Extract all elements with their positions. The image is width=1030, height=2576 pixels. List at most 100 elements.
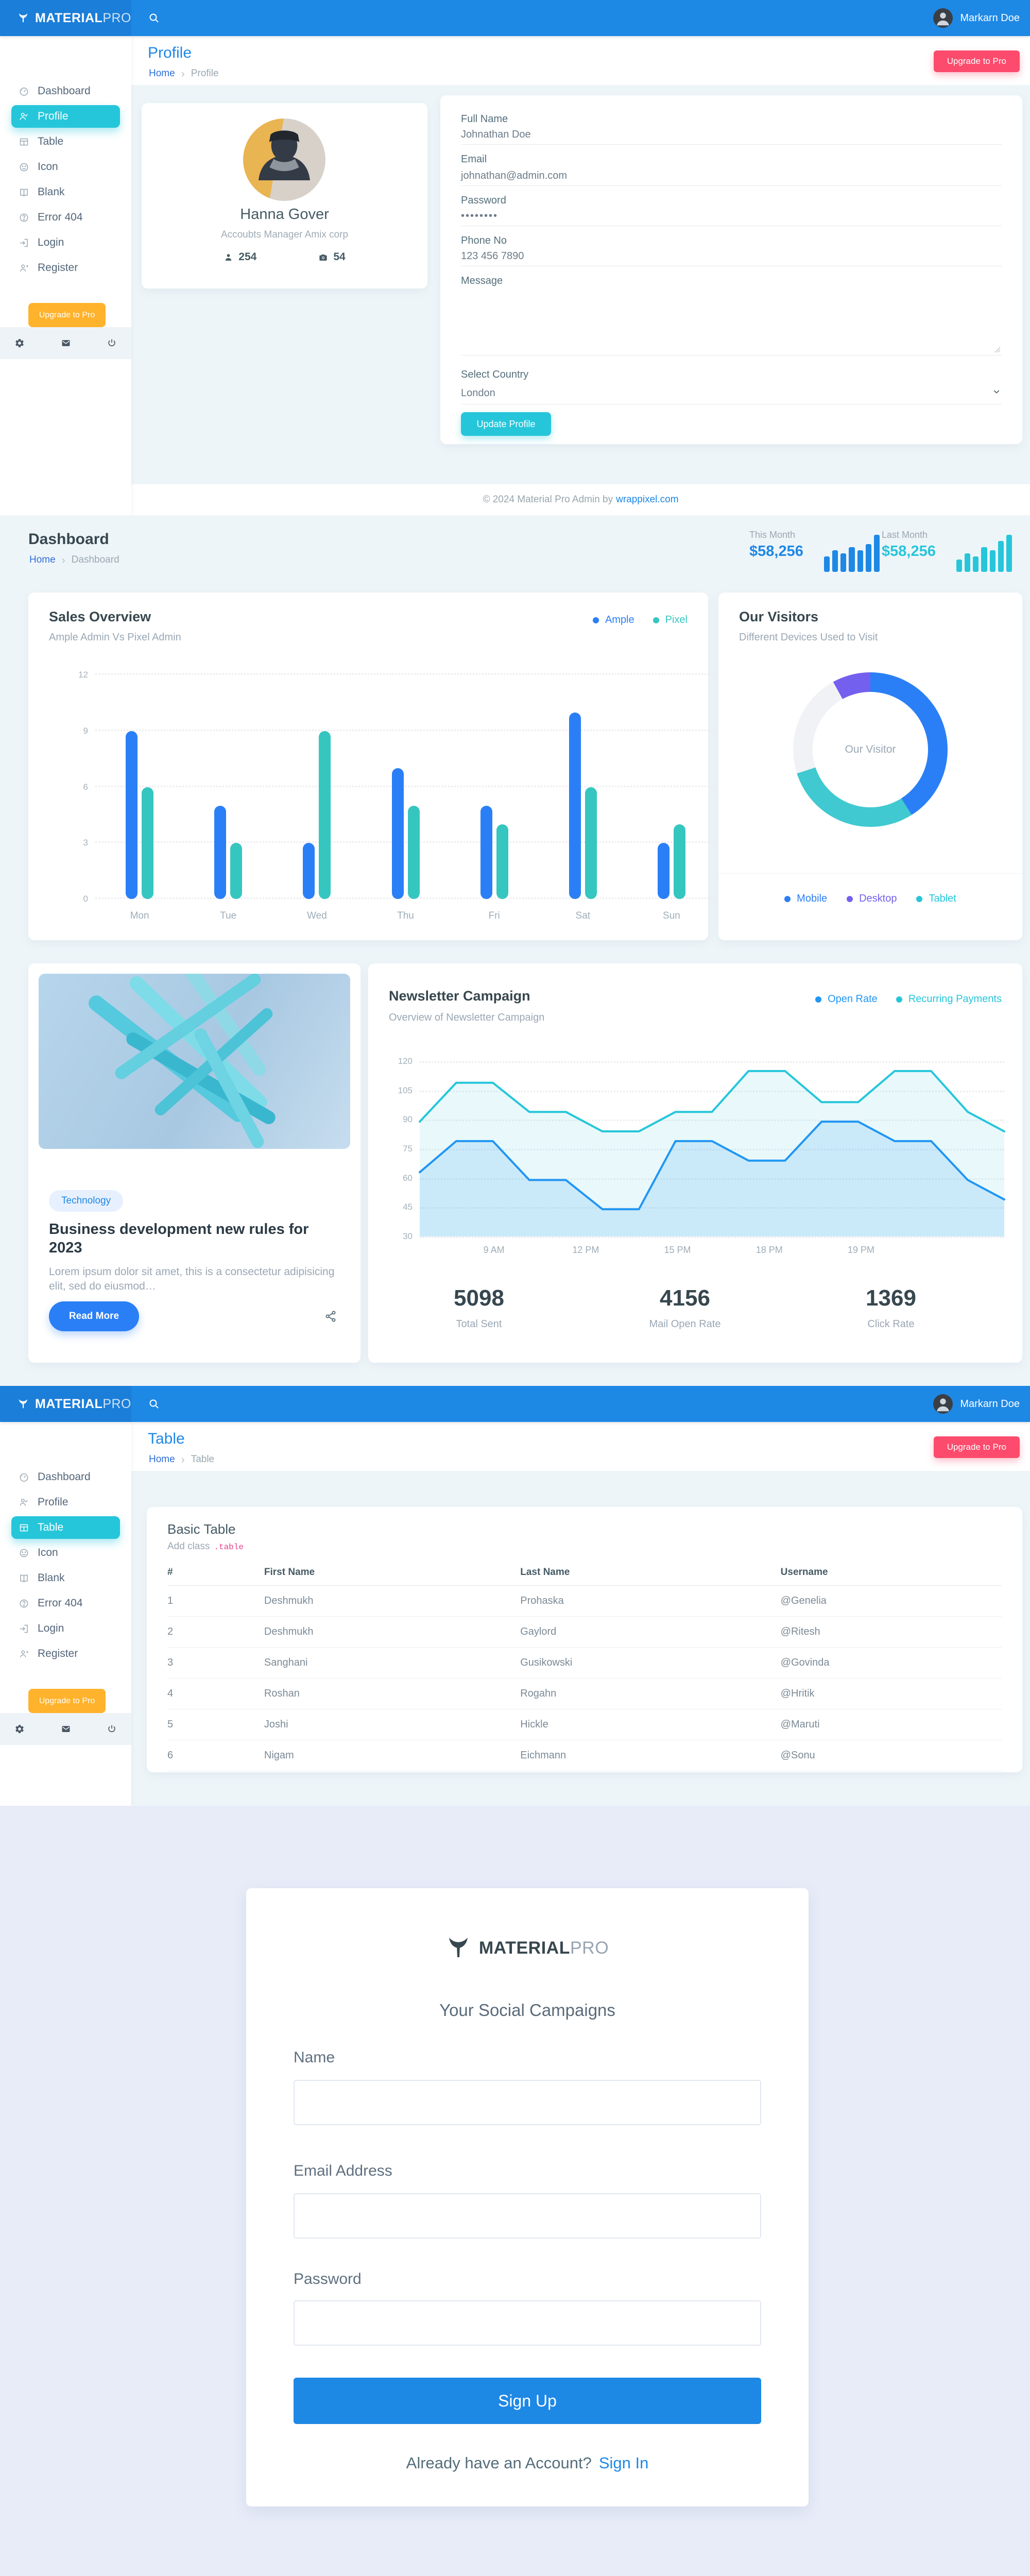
sidebar-item-profile[interactable]: Profile xyxy=(11,1491,120,1514)
legend-dot xyxy=(916,895,923,902)
sidebar-upgrade-button[interactable]: Upgrade to Pro xyxy=(28,303,106,327)
bar-pixel-sun[interactable] xyxy=(673,824,685,899)
category-badge[interactable]: Technology xyxy=(49,1190,124,1212)
sidebar-item-login[interactable]: Login xyxy=(11,1617,120,1640)
sidebar-item-profile[interactable]: Profile xyxy=(11,105,120,128)
search-icon[interactable] xyxy=(148,12,160,24)
sign-up-button[interactable]: Sign Up xyxy=(294,2378,761,2424)
sidebar-item-error-404[interactable]: Error 404 xyxy=(11,206,120,229)
legend-item-tablet[interactable]: Tablet xyxy=(916,893,956,905)
read-more-button[interactable]: Read More xyxy=(49,1301,139,1331)
sidebar-item-blank[interactable]: Blank xyxy=(11,1567,120,1589)
resize-handle-icon[interactable] xyxy=(994,347,1001,353)
name-input[interactable] xyxy=(294,2080,761,2125)
profile-role: Accoubts Manager Amix corp xyxy=(220,229,349,240)
blog-excerpt: Lorem ipsum dolor sit amet, this is a co… xyxy=(49,1266,335,1293)
power-icon[interactable] xyxy=(107,338,117,348)
password-field[interactable]: •••••••• xyxy=(461,210,499,222)
camera-icon xyxy=(319,254,327,261)
blank-icon xyxy=(19,187,29,198)
bar-ample-fri[interactable] xyxy=(480,805,492,899)
bar-ample-thu[interactable] xyxy=(391,768,404,899)
mail-icon[interactable] xyxy=(61,338,71,348)
page-footer: © 2024 Material Pro Admin by wrappixel.c… xyxy=(131,484,1030,515)
legend-item-desktop[interactable]: Desktop xyxy=(847,893,897,905)
breadcrumb: Home › Profile xyxy=(149,68,219,79)
sidebar-item-register[interactable]: Register xyxy=(11,1642,120,1665)
legend-item-ample[interactable]: Ample xyxy=(592,614,634,626)
footer-link[interactable]: wrappixel.com xyxy=(616,494,679,505)
sidebar-item-error-404[interactable]: Error 404 xyxy=(11,1592,120,1615)
breadcrumb-home[interactable]: Home xyxy=(29,554,56,565)
topbar: MATERIALPRO Markarn Doe xyxy=(0,1386,1030,1422)
bar-pixel-mon[interactable] xyxy=(142,787,154,899)
sign-in-link[interactable]: Sign In xyxy=(598,2454,649,2472)
bar-ample-sun[interactable] xyxy=(657,843,670,899)
profile-icon xyxy=(19,111,29,122)
upgrade-to-pro-button[interactable]: Upgrade to Pro xyxy=(933,1436,1020,1458)
blog-image[interactable] xyxy=(39,974,350,1149)
email-field[interactable]: johnathan@admin.com xyxy=(461,170,567,181)
sidebar-item-icon[interactable]: Icon xyxy=(11,1541,120,1564)
search-icon[interactable] xyxy=(148,1398,160,1410)
email-input[interactable] xyxy=(294,2193,761,2239)
bar-ample-sat[interactable] xyxy=(569,712,581,899)
chevron-down-icon[interactable] xyxy=(992,387,1001,396)
user-name: Markarn Doe xyxy=(960,12,1020,24)
sidebar-footer xyxy=(0,1713,131,1745)
sidebar-item-icon[interactable]: Icon xyxy=(11,156,120,178)
last-month-label: Last Month xyxy=(882,530,928,540)
user-menu[interactable]: Markarn Doe xyxy=(933,1386,1020,1422)
table-header-row: # First Name Last Name Username xyxy=(167,1560,1002,1586)
message-textarea[interactable] xyxy=(461,289,1002,355)
bar-ample-mon[interactable] xyxy=(126,731,138,899)
sidebar-item-register[interactable]: Register xyxy=(11,257,120,279)
full-name-field[interactable]: Johnathan Doe xyxy=(461,129,531,140)
sidebar-item-login[interactable]: Login xyxy=(11,231,120,254)
power-icon[interactable] xyxy=(107,1724,117,1734)
newsletter-legend: Open Rate Recurring Payments xyxy=(815,993,1002,1005)
password-input[interactable] xyxy=(294,2300,761,2346)
legend-item-pixel[interactable]: Pixel xyxy=(653,614,688,626)
signup-card: MATERIALPRO Your Social Campaigns Name E… xyxy=(246,1888,809,2506)
share-icon[interactable] xyxy=(324,1310,337,1323)
update-profile-button[interactable]: Update Profile xyxy=(461,412,551,436)
sidebar-upgrade-button[interactable]: Upgrade to Pro xyxy=(28,1689,106,1713)
legend-item-open-rate[interactable]: Open Rate xyxy=(815,993,878,1005)
legend-item-mobile[interactable]: Mobile xyxy=(784,893,827,905)
avatar xyxy=(933,8,953,28)
user-menu[interactable]: Markarn Doe xyxy=(933,0,1020,36)
breadcrumb-home[interactable]: Home xyxy=(149,68,175,79)
blog-title[interactable]: Business development new rules for 2023 xyxy=(49,1221,309,1257)
mail-icon[interactable] xyxy=(61,1724,71,1734)
phone-field[interactable]: 123 456 7890 xyxy=(461,250,524,262)
sidebar-item-table[interactable]: Table xyxy=(11,1516,120,1539)
column-header: Last Name xyxy=(520,1560,781,1586)
register-icon xyxy=(19,263,29,274)
bar-ample-tue[interactable] xyxy=(214,805,227,899)
upgrade-to-pro-button[interactable]: Upgrade to Pro xyxy=(933,50,1020,72)
country-select[interactable]: London xyxy=(461,387,495,399)
bar-pixel-thu[interactable] xyxy=(407,805,420,899)
breadcrumb-home[interactable]: Home xyxy=(149,1454,175,1465)
chart-subtitle: Different Devices Used to Visit xyxy=(739,632,878,643)
legend-item-recurring-payments[interactable]: Recurring Payments xyxy=(896,993,1002,1005)
sidebar-item-blank[interactable]: Blank xyxy=(11,181,120,204)
basic-table: # First Name Last Name Username 1 Deshmuk… xyxy=(167,1560,1002,1771)
sidebar-item-table[interactable]: Table xyxy=(11,130,120,153)
gear-icon[interactable] xyxy=(14,1724,25,1734)
sidebar-item-dashboard[interactable]: Dashboard xyxy=(11,1466,120,1488)
table-page-screen: MATERIALPRO Markarn Doe Table Home › Tab… xyxy=(0,1386,1030,1806)
bar-pixel-sat[interactable] xyxy=(585,787,597,899)
legend-dot xyxy=(847,895,853,902)
profile-icon xyxy=(19,1497,29,1508)
bar-pixel-wed[interactable] xyxy=(319,731,331,899)
brand-logo[interactable]: MATERIALPRO xyxy=(0,0,131,36)
bar-ample-wed[interactable] xyxy=(303,843,315,899)
sidebar-item-dashboard[interactable]: Dashboard xyxy=(11,80,120,103)
bar-pixel-fri[interactable] xyxy=(496,824,508,899)
register-icon xyxy=(19,1649,29,1659)
bar-pixel-tue[interactable] xyxy=(230,843,243,899)
brand-logo[interactable]: MATERIALPRO xyxy=(0,1386,131,1422)
gear-icon[interactable] xyxy=(14,338,25,348)
